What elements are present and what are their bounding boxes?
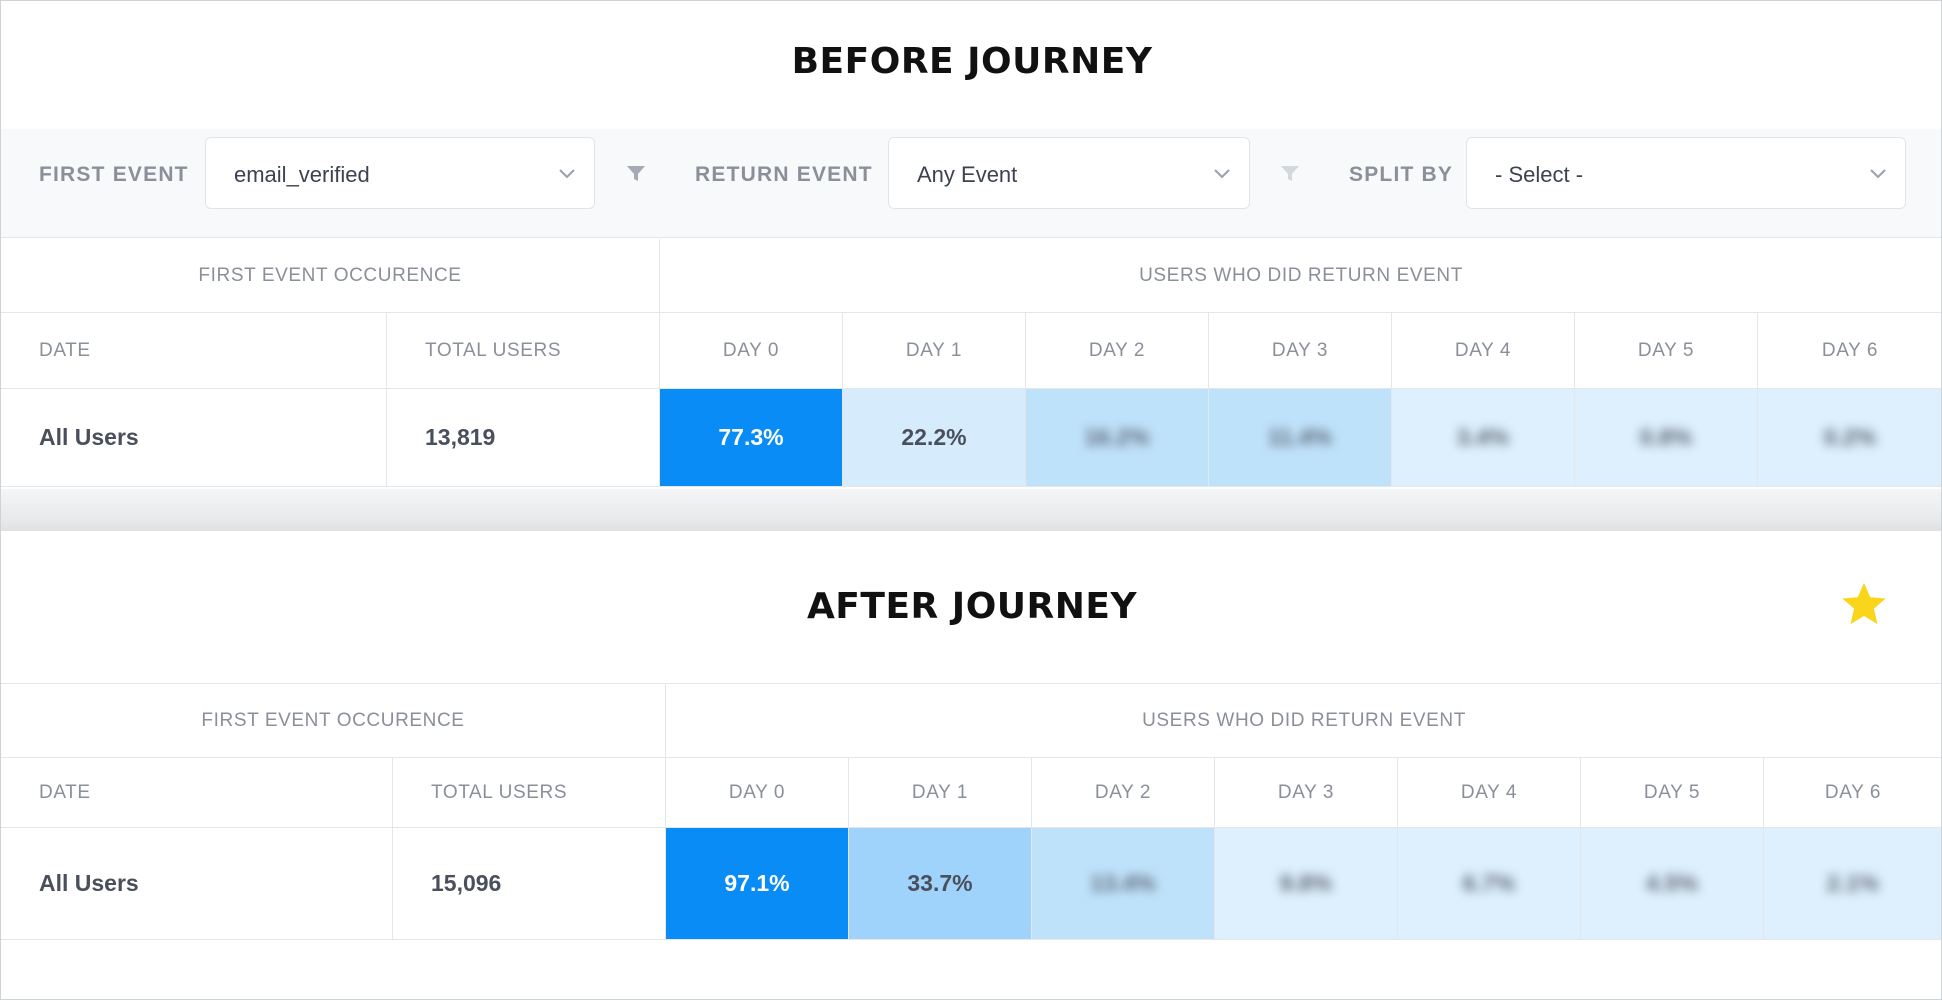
column-header-total-users: TOTAL USERS bbox=[387, 313, 660, 389]
retention-cell-day-4[interactable]: 3.4% bbox=[1392, 389, 1575, 487]
group-header-return-event: USERS WHO DID RETURN EVENT bbox=[660, 239, 1941, 313]
column-header-day-3: DAY 3 bbox=[1209, 313, 1392, 389]
column-header-day-1: DAY 1 bbox=[843, 313, 1026, 389]
chevron-down-icon bbox=[559, 169, 575, 179]
retention-value: 0.8% bbox=[1639, 424, 1693, 450]
row-total-users: 13,819 bbox=[387, 389, 660, 487]
split-by-select[interactable]: - Select - bbox=[1466, 137, 1906, 209]
column-header-day-6: DAY 6 bbox=[1764, 758, 1941, 828]
column-header-day-3: DAY 3 bbox=[1215, 758, 1398, 828]
group-header-return-event: USERS WHO DID RETURN EVENT bbox=[666, 683, 1941, 758]
retention-value: 11.4% bbox=[1268, 424, 1332, 450]
return-event-value: Any Event bbox=[917, 162, 1018, 187]
retention-value: 4.5% bbox=[1645, 870, 1699, 896]
retention-cell-day-5[interactable]: 0.8% bbox=[1575, 389, 1758, 487]
retention-cell-day-0[interactable]: 97.1% bbox=[666, 828, 849, 940]
before-journey-title: BEFORE JOURNEY bbox=[791, 41, 1153, 82]
split-by-label: SPLIT BY bbox=[1349, 163, 1454, 186]
retention-value: 9.8% bbox=[1279, 870, 1333, 896]
retention-cell-day-5[interactable]: 4.5% bbox=[1581, 828, 1764, 940]
retention-value: 3.4% bbox=[1456, 424, 1510, 450]
column-header-day-1: DAY 1 bbox=[849, 758, 1032, 828]
retention-value: 2.1% bbox=[1826, 870, 1880, 896]
retention-cell-day-3[interactable]: 9.8% bbox=[1215, 828, 1398, 940]
retention-cell-day-3[interactable]: 11.4% bbox=[1209, 389, 1392, 487]
first-event-value: email_verified bbox=[234, 162, 370, 187]
column-header-day-4: DAY 4 bbox=[1392, 313, 1575, 389]
column-header-day-6: DAY 6 bbox=[1758, 313, 1941, 389]
retention-value: 22.2% bbox=[901, 424, 967, 450]
section-divider bbox=[1, 489, 1941, 531]
after-journey-title: AFTER JOURNEY bbox=[806, 586, 1138, 627]
column-header-day-2: DAY 2 bbox=[1026, 313, 1209, 389]
return-event-select[interactable]: Any Event bbox=[888, 137, 1250, 209]
column-header-date: DATE bbox=[1, 758, 393, 828]
retention-cell-day-1[interactable]: 33.7% bbox=[849, 828, 1032, 940]
filter-icon[interactable] bbox=[625, 163, 647, 185]
row-total-users: 15,096 bbox=[393, 828, 666, 940]
first-event-label: FIRST EVENT bbox=[39, 163, 189, 186]
first-event-select[interactable]: email_verified bbox=[205, 137, 595, 209]
after-retention-table: FIRST EVENT OCCURENCE USERS WHO DID RETU… bbox=[1, 683, 1941, 941]
retention-value: 13.4% bbox=[1090, 870, 1156, 896]
group-header-first-event: FIRST EVENT OCCURENCE bbox=[1, 683, 666, 758]
retention-value: 16.2% bbox=[1084, 424, 1150, 450]
column-header-day-5: DAY 5 bbox=[1581, 758, 1764, 828]
retention-cell-day-4[interactable]: 6.7% bbox=[1398, 828, 1581, 940]
column-header-day-5: DAY 5 bbox=[1575, 313, 1758, 389]
star-icon[interactable] bbox=[1838, 579, 1890, 631]
retention-cell-day-2[interactable]: 16.2% bbox=[1026, 389, 1209, 487]
return-event-label: RETURN EVENT bbox=[695, 163, 873, 186]
column-header-day-0: DAY 0 bbox=[660, 313, 843, 389]
chevron-down-icon bbox=[1870, 169, 1886, 179]
filter-bar: FIRST EVENT email_verified RETURN EVENT … bbox=[1, 129, 1941, 238]
group-header-first-event: FIRST EVENT OCCURENCE bbox=[1, 239, 660, 313]
column-header-date: DATE bbox=[1, 313, 387, 389]
retention-value: 97.1% bbox=[724, 870, 790, 896]
split-by-value: - Select - bbox=[1495, 162, 1584, 187]
column-header-day-2: DAY 2 bbox=[1032, 758, 1215, 828]
row-label-all-users: All Users bbox=[1, 389, 387, 487]
column-header-day-4: DAY 4 bbox=[1398, 758, 1581, 828]
chevron-down-icon bbox=[1214, 169, 1230, 179]
column-header-total-users: TOTAL USERS bbox=[393, 758, 666, 828]
retention-cell-day-2[interactable]: 13.4% bbox=[1032, 828, 1215, 940]
retention-cell-day-6[interactable]: 2.1% bbox=[1764, 828, 1941, 940]
retention-cell-day-1[interactable]: 22.2% bbox=[843, 389, 1026, 487]
retention-cell-day-0[interactable]: 77.3% bbox=[660, 389, 843, 487]
retention-value: 33.7% bbox=[907, 870, 973, 896]
retention-value: 6.7% bbox=[1462, 870, 1516, 896]
retention-cell-day-6[interactable]: 0.2% bbox=[1758, 389, 1941, 487]
column-header-day-0: DAY 0 bbox=[666, 758, 849, 828]
row-label-all-users: All Users bbox=[1, 828, 393, 940]
retention-value: 0.2% bbox=[1823, 424, 1877, 450]
retention-value: 77.3% bbox=[718, 424, 784, 450]
filter-icon[interactable] bbox=[1279, 163, 1301, 185]
before-retention-table: FIRST EVENT OCCURENCE USERS WHO DID RETU… bbox=[1, 239, 1941, 489]
